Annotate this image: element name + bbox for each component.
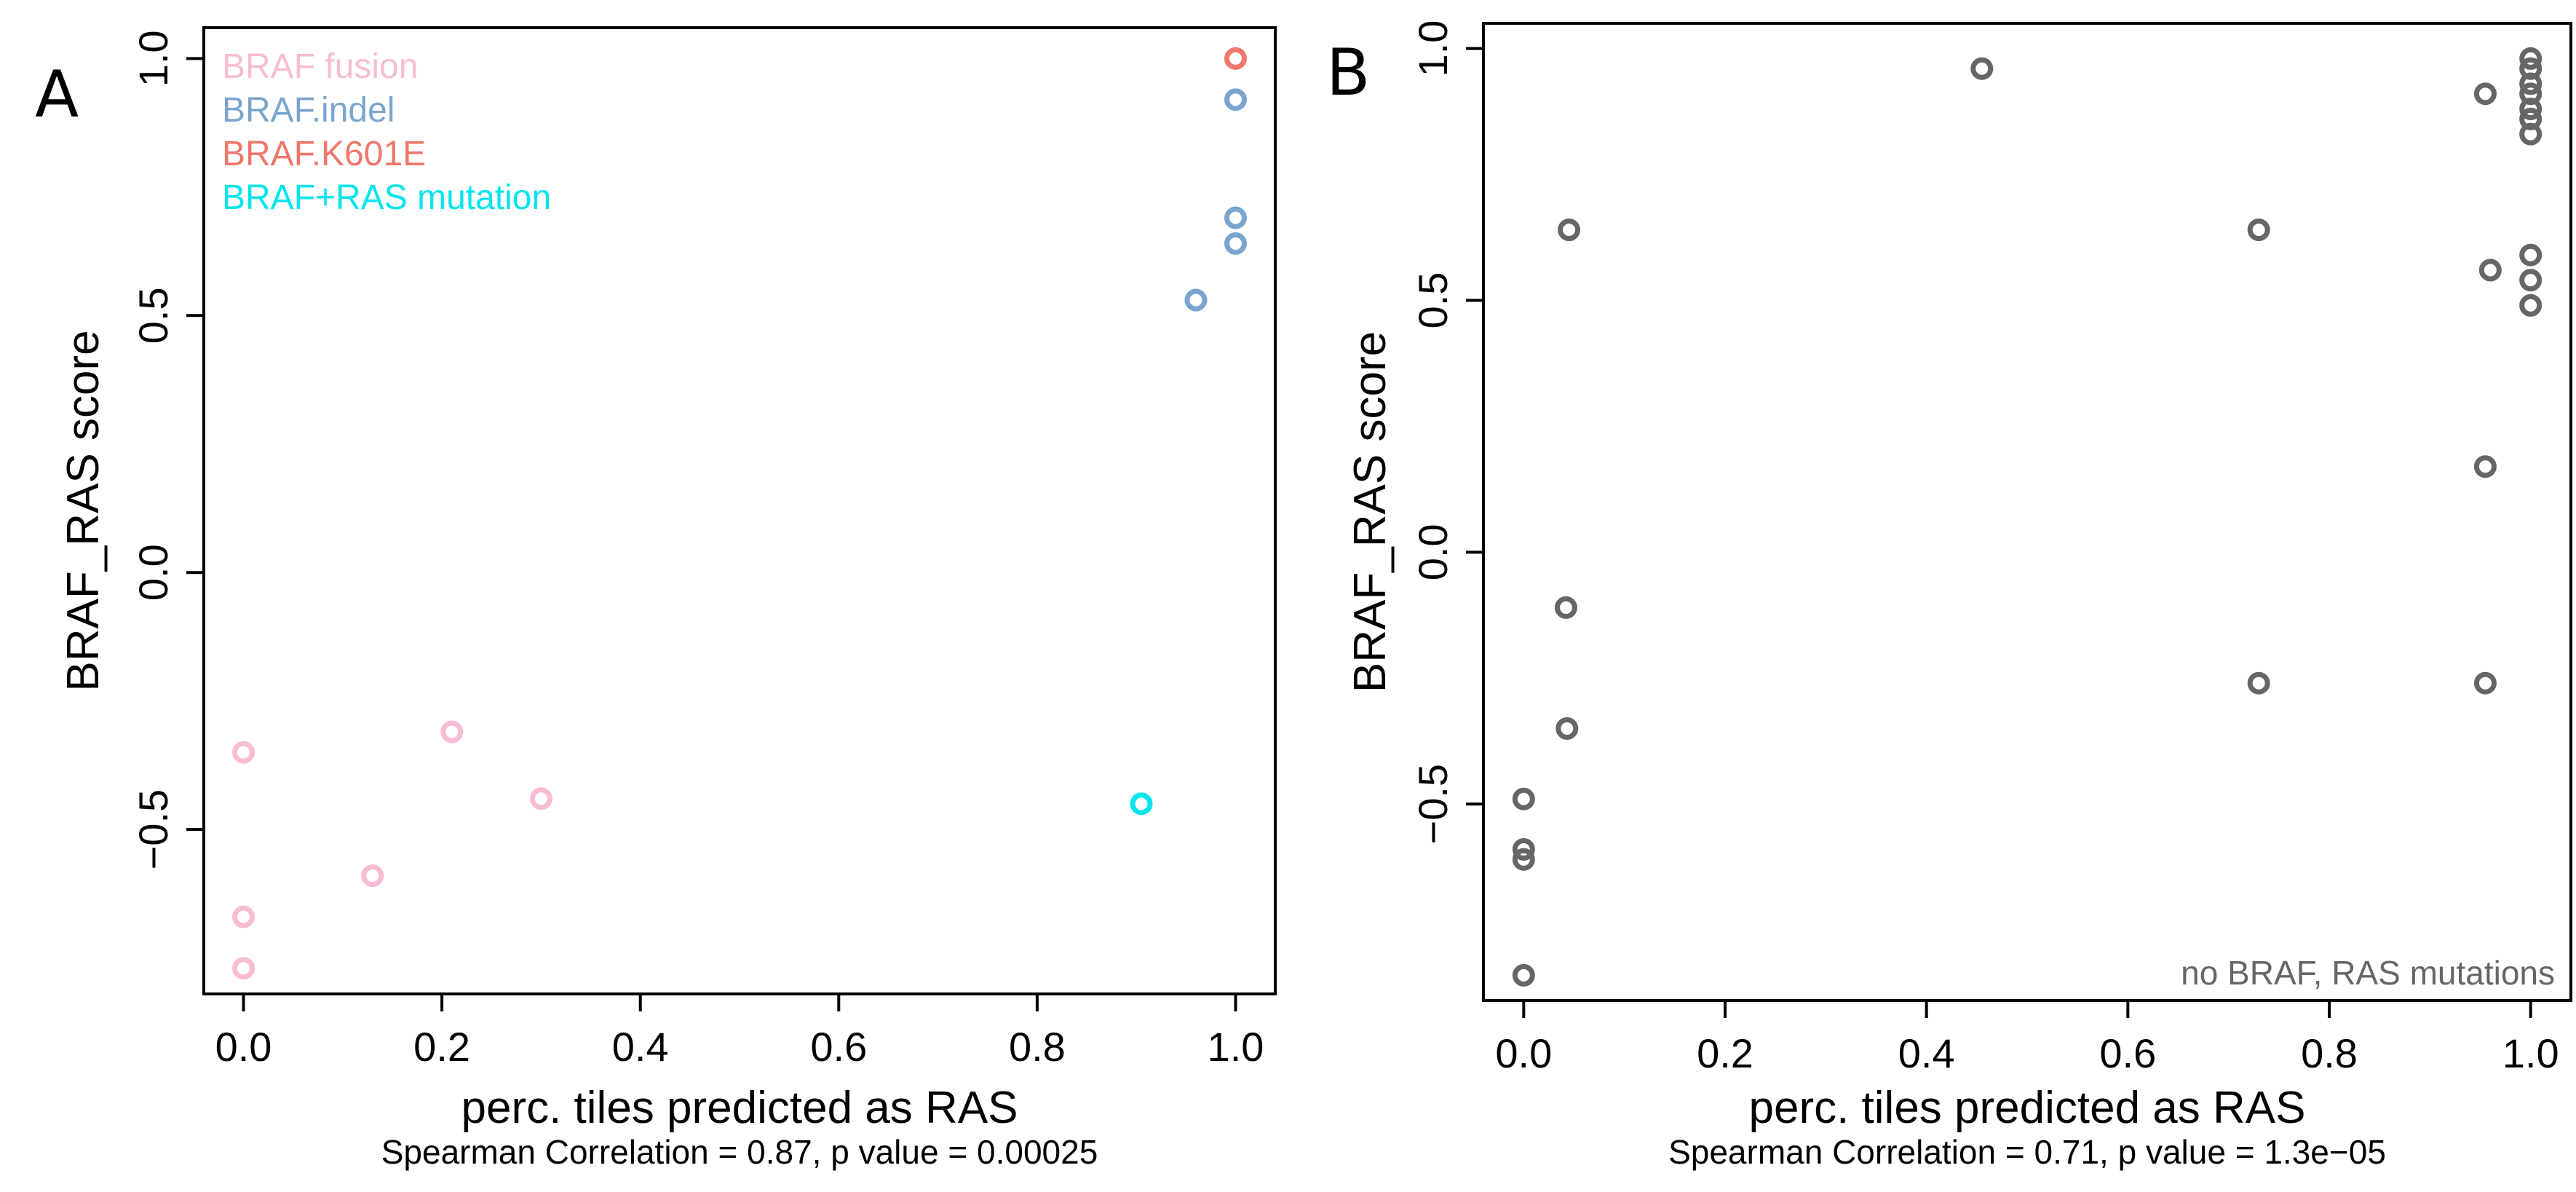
correlation-caption: Spearman Correlation = 0.71, p value = 1… [1668,1133,2386,1171]
data-point-braf-fusion [232,905,255,928]
data-point-no-braf-ras-mutations [2519,293,2543,317]
data-point-no-braf-ras-mutations [1558,218,1581,242]
data-point-braf-indel [1224,88,1247,111]
x-axis-label: perc. tiles predicted as RAS [1748,1083,2305,1133]
correlation-caption: Spearman Correlation = 0.87, p value = 0… [381,1133,1098,1171]
data-point-no-braf-ras-mutations [2478,258,2502,282]
legend-item-braf-ras-mutation: BRAF+RAS mutation [222,178,551,217]
data-point-braf-fusion [440,720,464,743]
data-point-braf-fusion [232,957,255,980]
x-tick-label: 0.6 [2099,1030,2156,1076]
panel-b: B 0.0 0.2 0.4 0.6 0.8 1.0 −0.5 0.0 0.5 1.0 perc. ti… [1326,20,2572,1171]
data-point-no-braf-ras-mutations [1512,787,1535,810]
data-point-no-braf-ras-mutations [2519,98,2543,121]
data-point-braf-fusion [232,741,255,764]
x-tick-label: 0.8 [1009,1024,1066,1070]
data-point-braf-ras-mutation [1130,792,1153,816]
data-point-no-braf-ras-mutations [1512,837,1535,861]
x-tick-label: 0.4 [612,1024,669,1070]
legend-item-braf-indel: BRAF.indel [222,91,395,130]
data-point-no-braf-ras-mutations [2519,269,2543,292]
x-tick-label: 0.6 [810,1024,867,1070]
data-point-braf-indel [1224,232,1247,255]
y-tick-label: 1.0 [130,30,176,87]
data-point-no-braf-ras-mutations [2247,218,2270,242]
y-tick-label: 1.0 [1410,20,1456,77]
y-tick-label: −0.5 [1410,764,1456,845]
data-point-no-braf-ras-mutations [2519,47,2543,70]
data-point-no-braf-ras-mutations [2247,671,2270,695]
data-point-braf-fusion [361,864,384,888]
y-tick-label: 0.0 [1410,524,1456,580]
x-tick-label: 0.0 [1495,1030,1552,1076]
x-tick-label: 0.2 [1697,1030,1753,1076]
data-point-braf-indel [1184,288,1208,312]
data-point-no-braf-ras-mutations [2519,243,2543,267]
corner-note: no BRAF, RAS mutations [2181,954,2555,992]
data-point-no-braf-ras-mutations [1970,57,1994,80]
legend-item-braf-k601e: BRAF.K601E [222,135,426,173]
y-tick-label: 0.5 [130,287,176,344]
data-point-braf-indel [1224,206,1247,229]
panel-letter-a: A [35,57,79,132]
data-point-no-braf-ras-mutations [2473,455,2497,478]
y-tick-label: 0.5 [1410,272,1456,329]
y-tick-label: −0.5 [130,789,176,870]
panel-letter-b: B [1326,35,1370,110]
x-tick-label: 0.4 [1898,1030,1955,1076]
x-tick-label: 1.0 [1208,1024,1264,1070]
data-point-no-braf-ras-mutations [2473,671,2497,695]
plot-frame [1482,22,2572,1002]
data-point-no-braf-ras-mutations [2519,122,2543,146]
y-axis-label: BRAF_RAS score [58,330,108,691]
panel-a: A 0.0 0.2 0.4 0.6 0.8 1.0 −0.5 0.0 0.5 1.0 perc. ti… [35,26,1277,1171]
x-tick-label: 0.0 [215,1024,272,1070]
data-point-braf-fusion [529,787,552,810]
x-tick-label: 1.0 [2502,1030,2559,1076]
data-point-no-braf-ras-mutations [1512,963,1535,987]
y-tick-label: 0.0 [130,544,176,601]
x-tick-label: 0.8 [2301,1030,2358,1076]
data-point-no-braf-ras-mutations [2473,82,2497,106]
x-axis-label: perc. tiles predicted as RAS [461,1083,1018,1133]
data-point-no-braf-ras-mutations [1512,848,1535,871]
y-axis-label: BRAF_RAS score [1345,331,1395,692]
data-point-braf-k601e [1224,47,1247,70]
legend-item-braf-fusion: BRAF fusion [222,47,418,86]
data-point-no-braf-ras-mutations [2519,72,2543,95]
plot-frame [202,26,1277,995]
data-point-no-braf-ras-mutations [1554,596,1577,619]
data-point-no-braf-ras-mutations [1555,717,1579,740]
x-tick-label: 0.2 [413,1024,470,1070]
